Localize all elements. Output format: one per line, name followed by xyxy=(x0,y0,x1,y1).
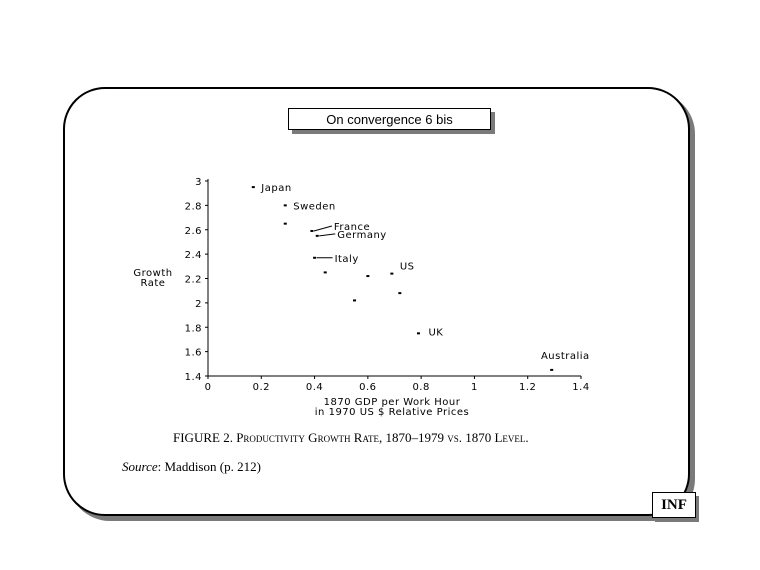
data-point xyxy=(315,234,319,237)
x-tick-label: 0 xyxy=(205,382,212,393)
point-label: Japan xyxy=(260,183,291,194)
slide-title: On convergence 6 bis xyxy=(288,108,491,130)
x-tick-label: 0.8 xyxy=(412,382,429,393)
y-axis-label: Rate xyxy=(141,278,166,289)
caption-prefix: FIGURE 2. xyxy=(173,430,233,445)
data-point xyxy=(313,256,317,259)
y-tick-label: 1.6 xyxy=(185,348,202,359)
data-point xyxy=(283,204,287,207)
x-tick-label: 0.6 xyxy=(359,382,376,393)
slide-frame xyxy=(63,87,690,516)
point-label: Australia xyxy=(541,351,590,362)
y-axis-label: Growth xyxy=(133,268,172,279)
y-tick-label: 2.4 xyxy=(185,250,202,261)
point-label: US xyxy=(400,262,415,273)
point-label: UK xyxy=(428,327,443,338)
data-point xyxy=(398,292,402,295)
figure-caption: FIGURE 2. Productivity Growth Rate, 1870… xyxy=(173,430,529,446)
y-tick-label: 1.4 xyxy=(185,372,202,383)
point-label: Germany xyxy=(337,230,386,241)
source-note: Source: Maddison (p. 212) xyxy=(122,459,261,475)
x-axis-label: 1870 GDP per Work Hour xyxy=(324,397,461,408)
caption-text: Productivity Growth Rate, 1870–1979 vs. … xyxy=(236,430,529,445)
data-point xyxy=(390,272,394,275)
point-label: France xyxy=(334,222,370,233)
data-point xyxy=(416,332,420,335)
point-label: Sweden xyxy=(293,201,336,212)
y-tick-label: 2.2 xyxy=(185,275,202,286)
x-tick-label: 1.2 xyxy=(519,382,536,393)
x-tick-label: 0.4 xyxy=(306,382,323,393)
x-tick-label: 0.2 xyxy=(253,382,270,393)
y-tick-label: 2.8 xyxy=(185,201,202,212)
data-point xyxy=(251,186,255,189)
y-tick-label: 2 xyxy=(195,299,202,310)
label-leader xyxy=(319,233,336,237)
data-point xyxy=(366,275,370,278)
point-label: Italy xyxy=(335,254,359,265)
source-label: Source xyxy=(122,459,158,474)
data-point xyxy=(310,229,314,232)
y-tick-label: 3 xyxy=(195,177,202,188)
y-tick-label: 2.6 xyxy=(185,226,202,237)
source-text: : Maddison (p. 212) xyxy=(157,459,261,474)
x-tick-label: 1.4 xyxy=(572,382,589,393)
x-axis-label: in 1970 US $ Relative Prices xyxy=(315,407,469,418)
data-point xyxy=(323,271,327,274)
data-point xyxy=(550,368,554,371)
y-tick-label: 1.8 xyxy=(185,323,202,334)
data-point xyxy=(283,222,287,225)
x-tick-label: 1 xyxy=(471,382,478,393)
label-leader xyxy=(313,225,333,232)
inf-badge: INF xyxy=(652,492,696,518)
data-point xyxy=(353,299,357,302)
